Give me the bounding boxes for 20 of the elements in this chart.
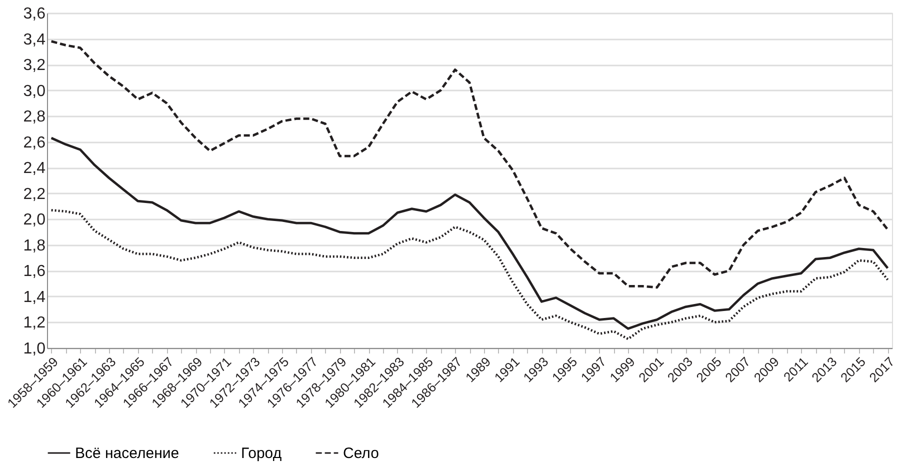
line-series (50, 136, 889, 330)
legend-label: Город (241, 445, 282, 462)
y-tick-label: 3,0 (23, 82, 46, 100)
y-tick-label: 3,2 (23, 57, 46, 74)
y-tick-label: 1,2 (23, 314, 46, 332)
y-tick-label: 2,4 (23, 160, 46, 178)
legend-label: Село (343, 445, 379, 462)
y-tick-label: 1,0 (23, 340, 46, 358)
legend-label: Всё население (75, 445, 180, 462)
line-series (50, 208, 889, 340)
y-tick-label: 2,6 (23, 134, 46, 152)
y-tick-label: 2,8 (23, 108, 46, 126)
y-tick-label: 3,6 (23, 6, 46, 22)
y-tick-label: 1,4 (23, 288, 46, 306)
line-series (50, 40, 889, 289)
y-tick-label: 2,2 (23, 186, 46, 203)
y-tick-label: 1,8 (23, 237, 46, 254)
y-tick-label: 2,0 (23, 212, 46, 229)
y-tick-label: 3,4 (23, 31, 46, 48)
y-tick-label: 1,6 (23, 263, 46, 280)
